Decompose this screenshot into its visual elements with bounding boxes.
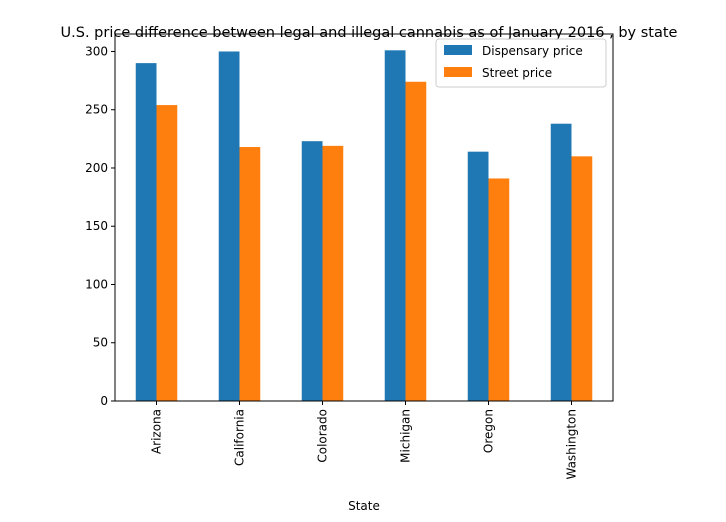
bar-street-price-colorado [322, 145, 344, 401]
legend-label: Street price [482, 66, 552, 80]
legend-label: Dispensary price [482, 44, 583, 58]
bar-dispensary-price-colorado [301, 141, 323, 401]
y-tick-label: 150 [85, 219, 108, 233]
x-tick-label: Oregon [482, 409, 496, 453]
legend-box [435, 38, 607, 88]
plot-area: 0 50 100 150 200 250 300 Arizona California Color… [85, 44, 593, 480]
legend-swatch [444, 67, 472, 77]
x-tick-label: California [233, 409, 247, 466]
y-tick-label: 50 [93, 336, 108, 350]
x-tick-label: Colorado [316, 409, 330, 463]
y-tick-label: 100 [85, 277, 108, 291]
bar-street-price-california [239, 147, 261, 401]
legend-swatch [444, 45, 472, 55]
chart-title: U.S. price difference between legal and … [61, 25, 678, 41]
x-axis-title: State [348, 499, 380, 513]
bar-dispensary-price-oregon [467, 151, 489, 401]
legend: Dispensary price Street price [435, 38, 607, 88]
x-tick-label: Michigan [399, 409, 413, 463]
bar-street-price-washington [571, 156, 593, 401]
y-tick-label: 200 [85, 161, 108, 175]
y-tick-label: 300 [85, 44, 108, 58]
bar-street-price-arizona [156, 105, 178, 402]
bar-dispensary-price-washington [550, 123, 572, 401]
bar-dispensary-price-arizona [135, 63, 157, 401]
y-tick-label: 0 [100, 394, 108, 408]
y-tick-label: 250 [85, 103, 108, 117]
bar-dispensary-price-california [218, 51, 240, 401]
bar-street-price-oregon [488, 178, 510, 401]
bar-dispensary-price-michigan [384, 50, 406, 402]
plot-frame [114, 33, 614, 402]
bar-street-price-michigan [405, 81, 427, 402]
x-tick-label: Arizona [150, 409, 164, 454]
x-tick-label: Washington [565, 409, 579, 480]
